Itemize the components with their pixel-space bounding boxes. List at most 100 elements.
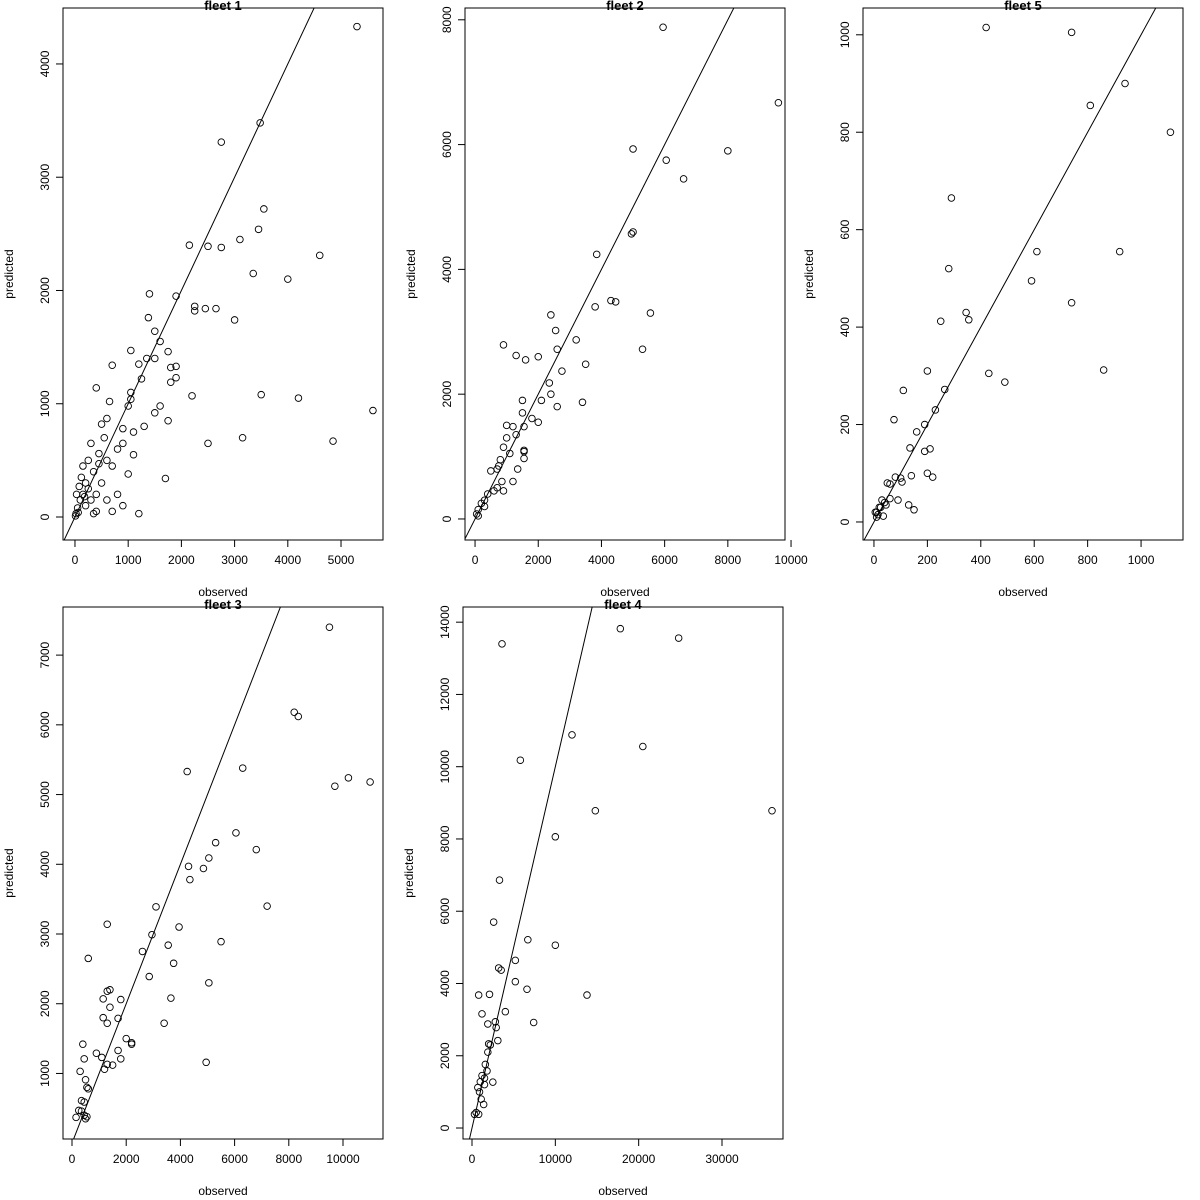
point xyxy=(127,395,135,403)
point xyxy=(506,449,514,458)
point xyxy=(113,445,122,453)
point xyxy=(238,764,247,772)
point xyxy=(185,241,194,249)
point xyxy=(923,469,932,478)
point xyxy=(1033,247,1041,256)
identity-line xyxy=(73,607,281,1139)
y-tick-label: 0 xyxy=(38,513,52,520)
point xyxy=(674,634,683,642)
point xyxy=(366,778,374,786)
point xyxy=(898,478,906,486)
y-tick-label: 4000 xyxy=(38,50,52,77)
point xyxy=(83,1083,91,1092)
point xyxy=(768,807,776,815)
point xyxy=(103,414,111,423)
point xyxy=(183,767,191,776)
x-tick-label: 0 xyxy=(72,553,79,567)
point xyxy=(135,360,143,368)
y-tick-label: 0 xyxy=(438,1124,452,1131)
point xyxy=(73,504,82,512)
x-tick-label: 6000 xyxy=(221,1152,248,1166)
point xyxy=(80,492,89,501)
point xyxy=(627,230,636,238)
point xyxy=(254,225,263,234)
point xyxy=(294,394,303,402)
point xyxy=(152,903,160,911)
panel: 0 2000 4000 6000 8000 10000 0 2000 4000 6000 8000 f… xyxy=(404,0,808,599)
point xyxy=(985,369,993,378)
point xyxy=(80,1098,88,1106)
point xyxy=(329,437,337,445)
point xyxy=(161,474,170,483)
x-axis-label: observed xyxy=(598,1184,647,1198)
point xyxy=(99,1013,107,1022)
x-tick-label: 0 xyxy=(472,553,479,567)
point xyxy=(89,509,98,518)
point xyxy=(315,251,324,260)
y-tick-label: 2000 xyxy=(438,1042,452,1069)
point xyxy=(583,991,591,999)
point xyxy=(169,959,178,968)
point xyxy=(143,354,151,363)
point xyxy=(662,156,670,164)
point xyxy=(145,290,154,298)
point xyxy=(99,995,107,1003)
point xyxy=(646,309,655,317)
point xyxy=(124,470,132,478)
point xyxy=(119,424,127,433)
point xyxy=(89,467,98,476)
point xyxy=(105,397,114,406)
x-tick-label: 10000 xyxy=(539,1152,573,1166)
point xyxy=(257,390,265,399)
y-tick-label: 2000 xyxy=(440,381,454,408)
point xyxy=(499,443,508,451)
y-tick-label: 3000 xyxy=(38,920,52,947)
point xyxy=(145,972,153,981)
point xyxy=(119,439,127,448)
point xyxy=(489,918,498,926)
x-tick-label: 1000 xyxy=(115,553,142,567)
point xyxy=(474,1110,483,1119)
point xyxy=(591,303,599,311)
point xyxy=(172,373,180,382)
point xyxy=(211,838,220,847)
y-axis-label: predicted xyxy=(2,249,16,298)
point xyxy=(513,465,522,473)
point xyxy=(591,807,600,815)
point xyxy=(947,194,956,202)
point xyxy=(607,296,615,305)
y-tick-label: 2000 xyxy=(38,990,52,1017)
point xyxy=(501,1007,510,1016)
point xyxy=(496,455,505,464)
point xyxy=(481,1060,490,1069)
point xyxy=(92,507,101,516)
y-tick-label: 4000 xyxy=(438,970,452,997)
point xyxy=(475,1088,484,1096)
point xyxy=(84,1085,93,1093)
point xyxy=(325,623,334,631)
point xyxy=(962,308,970,317)
point xyxy=(520,454,528,463)
x-tick-label: 400 xyxy=(971,553,991,567)
point xyxy=(103,920,111,928)
point xyxy=(1166,128,1175,136)
point xyxy=(479,1100,488,1109)
point xyxy=(551,326,560,335)
point xyxy=(520,422,528,431)
point xyxy=(492,1023,500,1032)
point xyxy=(81,1075,90,1084)
point xyxy=(72,1113,80,1122)
point xyxy=(164,347,172,356)
point xyxy=(518,409,527,417)
point xyxy=(87,496,95,504)
y-tick-label: 400 xyxy=(838,317,852,337)
point xyxy=(679,175,688,183)
point xyxy=(982,23,990,32)
point xyxy=(100,1065,109,1074)
x-tick-label: 0 xyxy=(469,1152,476,1166)
point xyxy=(202,1058,210,1067)
point xyxy=(886,494,894,503)
y-axis-label: predicted xyxy=(802,249,816,298)
x-tick-label: 4000 xyxy=(274,553,301,567)
